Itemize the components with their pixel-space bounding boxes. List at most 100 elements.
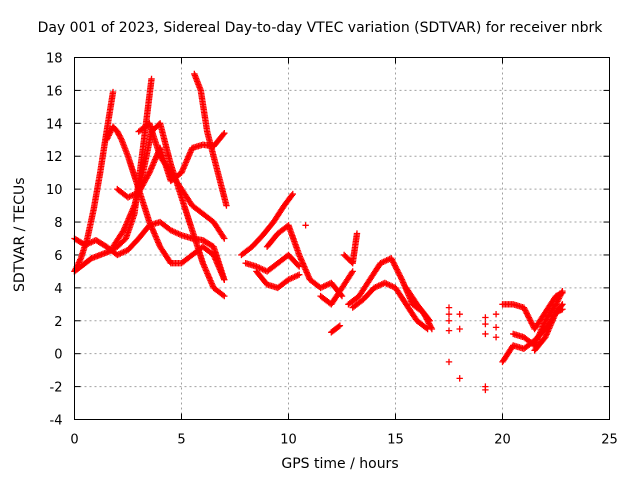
data-point-sat-t (445, 304, 453, 311)
data-point-sat-z (555, 295, 563, 302)
data-point-sat-q (389, 257, 396, 265)
data-point-sat-x (524, 311, 531, 318)
data-point-sat-q (391, 262, 398, 269)
data-point-sat-q (393, 266, 401, 273)
y-tick-label: 6 (54, 249, 62, 264)
data-point-sat-q (388, 255, 395, 262)
data-point-sat-p (353, 230, 361, 237)
data-point-sat-w (492, 324, 500, 331)
y-tick-label: 2 (54, 315, 62, 330)
y-tick-label: -4 (50, 414, 63, 429)
data-point-sat-i (288, 192, 296, 199)
data-point-sat-i (289, 190, 296, 198)
data-point-sat-r (423, 324, 430, 332)
y-tick-label: 8 (54, 216, 62, 231)
data-point-sat-u (456, 310, 463, 318)
y-tick-label: 4 (54, 282, 62, 297)
data-point-sat-z (554, 296, 562, 304)
data-point-sat-z (559, 287, 566, 295)
data-point-sat-j (294, 262, 302, 269)
y-tick-label: 18 (46, 52, 63, 67)
data-point-sat-d (105, 132, 112, 139)
y-tick-label: 12 (46, 150, 63, 165)
x-axis-label: GPS time / hours (281, 456, 399, 472)
x-tick-label: 0 (70, 433, 78, 448)
data-point-sat-z (554, 298, 561, 305)
data-point-sat-x (527, 317, 534, 324)
data-point-sat-t (445, 310, 453, 318)
data-point-sat-f (145, 170, 152, 178)
y-axis-ticks: -4 -2 0 2 4 6 8 10 12 14 16 18 (46, 52, 610, 429)
data-point-sat-u (456, 375, 463, 382)
data-point-sat-x (524, 312, 532, 320)
data-point-sat-x (521, 305, 528, 313)
data-point-sat-v (482, 386, 489, 394)
data-point-sat-t (445, 327, 453, 334)
data-point-sat-s (426, 317, 433, 324)
data-point-sat-t (445, 317, 453, 324)
data-point-sat-w (492, 334, 500, 341)
data-point-sat-z (557, 290, 565, 298)
y-tick-label: 10 (46, 183, 63, 198)
data-point-sat-b (148, 75, 155, 83)
data-point-sat-d (103, 136, 110, 143)
data-point-sat-x (525, 314, 533, 321)
data-point-sat-f (221, 129, 228, 137)
data-point-sat-m (302, 222, 309, 229)
data-point-sat-q (395, 270, 403, 278)
data-point-sat-n (349, 268, 356, 275)
x-tick-label: 10 (280, 433, 297, 448)
plot-frame (74, 57, 610, 420)
data-point-sat-d (104, 133, 112, 141)
data-point-sat-aa (557, 306, 565, 314)
data-point-sat-q (395, 269, 402, 276)
y-tick-label: 0 (54, 348, 62, 363)
data-point-sat-z (557, 292, 564, 299)
data-point-sat-aa (559, 306, 566, 313)
data-point-sat-q (388, 256, 396, 263)
data-point-sat-v (482, 330, 489, 338)
data-point-sat-x (523, 310, 530, 317)
data-point-sat-k (296, 271, 303, 278)
data-point-sat-d (106, 129, 114, 136)
data-point-sat-q (392, 263, 399, 271)
data-point-sat-x (527, 318, 535, 326)
data-point-sat-q (390, 259, 397, 266)
data-point-sat-d (106, 130, 113, 138)
data-points (71, 70, 566, 394)
chart-title: Day 001 of 2023, Sidereal Day-to-day VTE… (37, 20, 603, 36)
data-point-sat-q (398, 275, 405, 282)
data-point-sat-a (77, 256, 84, 263)
data-point-sat-h (223, 202, 230, 209)
data-point-sat-t (445, 358, 453, 366)
data-point-sat-l (338, 292, 346, 300)
data-point-sat-f (220, 131, 227, 138)
data-point-sat-n (348, 269, 356, 276)
data-point-sat-q (390, 260, 398, 268)
y-tick-label: 14 (46, 117, 63, 132)
data-point-sat-e (221, 292, 228, 300)
y-tick-label: -2 (50, 381, 63, 396)
data-point-sat-z (556, 293, 563, 301)
data-point-sat-w (492, 310, 500, 318)
y-tick-label: 16 (46, 84, 63, 99)
data-point-sat-d (221, 276, 228, 283)
data-point-sat-q (393, 265, 400, 272)
data-point-sat-x (522, 307, 529, 314)
data-point-sat-d (104, 135, 111, 142)
data-point-sat-s (425, 316, 433, 323)
data-point-sat-v (482, 314, 489, 321)
x-axis-ticks: 0 5 10 15 20 25 (70, 57, 618, 448)
y-axis-label: SDTVAR / TECUs (12, 177, 28, 292)
data-point-sat-d (117, 135, 125, 142)
data-point-sat-g (221, 235, 228, 242)
data-point-sat-o (336, 322, 344, 329)
data-point-sat-z (552, 301, 560, 308)
data-point-sat-q (394, 267, 401, 275)
x-tick-label: 20 (494, 433, 511, 448)
data-point-sat-a (76, 257, 83, 265)
grid (74, 57, 610, 420)
x-tick-label: 5 (177, 433, 185, 448)
data-point-sat-u (456, 325, 463, 333)
data-point-sat-x (528, 320, 535, 327)
